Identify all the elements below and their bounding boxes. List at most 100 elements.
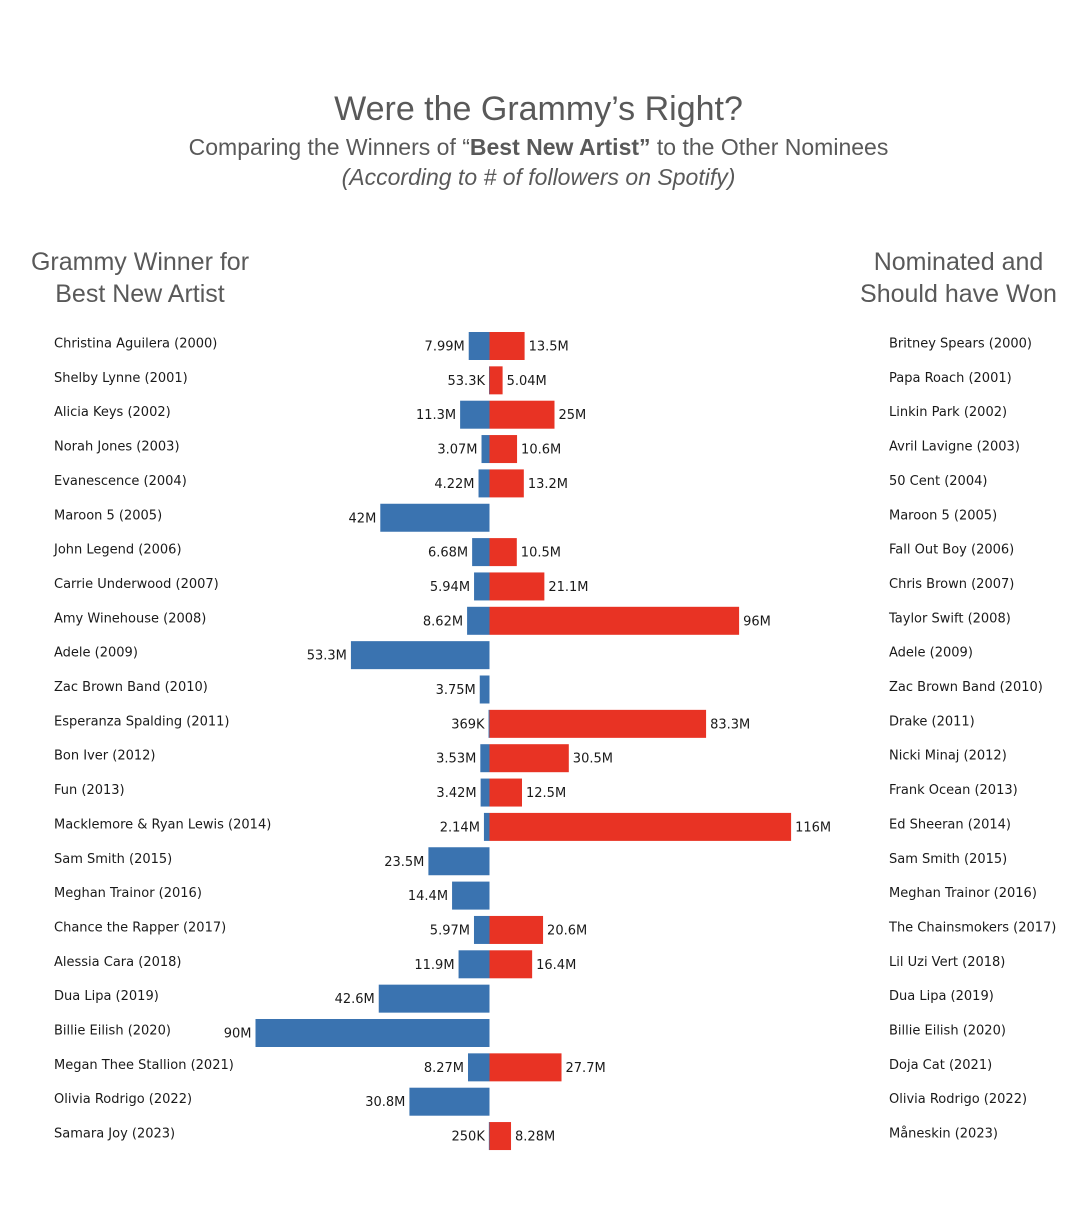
winner-name: Amy Winehouse (2008) — [54, 611, 206, 626]
subtitle-bold: Best New Artist” — [469, 134, 651, 160]
nominee-name: Meghan Trainor (2016) — [889, 886, 1037, 901]
nominee-name: Zac Brown Band (2010) — [889, 680, 1043, 695]
nominee-name: Dua Lipa (2019) — [889, 989, 994, 1004]
nominee-bar — [489, 332, 525, 360]
winner-value-label: 5.97M — [430, 923, 470, 938]
nominee-value-label: 5.04M — [507, 374, 547, 389]
winner-bar — [479, 675, 490, 704]
winner-value-label: 23.5M — [384, 855, 424, 870]
nominee-bar — [489, 950, 533, 979]
nominee-bar — [489, 366, 503, 395]
nominee-value-label: 83.3M — [710, 717, 750, 732]
winner-bar — [467, 1053, 490, 1082]
nominee-name: Avril Lavigne (2003) — [889, 440, 1020, 455]
winner-value-label: 42.6M — [335, 992, 375, 1007]
nominee-header-line-1: Nominated and — [873, 248, 1044, 276]
winner-name: Fun (2013) — [54, 783, 125, 798]
nominee-name: Nicki Minaj (2012) — [889, 749, 1007, 764]
winner-name: Chance the Rapper (2017) — [54, 920, 226, 935]
nominee-name: Frank Ocean (2013) — [889, 783, 1018, 798]
winner-value-label: 8.27M — [424, 1061, 464, 1076]
winner-name: Norah Jones (2003) — [54, 440, 180, 455]
nominee-value-label: 116M — [795, 820, 831, 835]
winner-name: Maroon 5 (2005) — [54, 508, 162, 523]
winner-name: Adele (2009) — [54, 646, 138, 661]
nominee-name: Doja Cat (2021) — [889, 1058, 992, 1073]
nominee-name: Fall Out Boy (2006) — [889, 543, 1014, 558]
winner-bar — [458, 950, 490, 979]
nominee-bar — [489, 572, 545, 601]
winner-name: Alicia Keys (2002) — [54, 405, 171, 420]
winner-bar — [409, 1087, 490, 1116]
winner-value-label: 5.94M — [430, 580, 470, 595]
nominee-value-label: 27.7M — [566, 1061, 606, 1076]
nominee-value-label: 25M — [559, 408, 587, 423]
winner-bar — [428, 847, 490, 876]
nominee-name: Sam Smith (2015) — [889, 852, 1007, 867]
winner-value-label: 369K — [451, 717, 485, 732]
winner-value-label: 4.22M — [434, 477, 474, 492]
winner-value-label: 3.42M — [436, 786, 476, 801]
winner-header-line-2: Best New Artist — [55, 280, 225, 308]
nominee-name: Olivia Rodrigo (2022) — [889, 1092, 1027, 1107]
winner-name: Olivia Rodrigo (2022) — [54, 1092, 192, 1107]
winner-value-label: 250K — [452, 1130, 486, 1145]
nominee-bar — [489, 435, 518, 464]
winner-value-label: 90M — [224, 1027, 252, 1042]
nominee-name: Linkin Park (2002) — [889, 405, 1007, 420]
winner-value-label: 14.4M — [408, 889, 448, 904]
nominee-bar — [489, 812, 792, 841]
winner-value-label: 53.3M — [307, 649, 347, 664]
winner-value-label: 6.68M — [428, 546, 468, 561]
subtitle-prefix: Comparing the Winners of “ — [188, 134, 470, 160]
winner-bar — [480, 778, 490, 807]
winner-column-header: Grammy Winner for Best New Artist — [10, 246, 270, 310]
winner-bar — [467, 606, 490, 635]
nominee-value-label: 13.2M — [528, 477, 568, 492]
winner-bar — [473, 915, 490, 944]
nominee-value-label: 21.1M — [548, 580, 588, 595]
winner-value-label: 11.3M — [416, 408, 456, 423]
nominee-value-label: 13.5M — [529, 340, 569, 355]
nominee-value-label: 12.5M — [526, 786, 566, 801]
nominee-bar — [489, 1122, 512, 1151]
winner-name: John Legend (2006) — [53, 543, 182, 558]
nominee-name: The Chainsmokers (2017) — [888, 920, 1056, 935]
winner-bar — [483, 812, 490, 841]
nominee-value-label: 16.4M — [536, 958, 576, 973]
nominee-bar — [489, 538, 517, 567]
nominee-name: 50 Cent (2004) — [889, 474, 987, 489]
nominee-name: Papa Roach (2001) — [889, 371, 1012, 386]
winner-value-label: 3.75M — [436, 683, 476, 698]
winner-header-line-1: Grammy Winner for — [30, 248, 250, 276]
subtitle-suffix: to the Other Nominees — [650, 134, 889, 160]
nominee-bar — [489, 469, 524, 498]
winner-bar — [488, 709, 490, 738]
nominee-name: Maroon 5 (2005) — [889, 508, 997, 523]
winner-bar — [350, 641, 490, 670]
nominee-name: Taylor Swift (2008) — [888, 611, 1011, 626]
nominee-header-line-2: Should have Won — [860, 280, 1057, 308]
nominee-bar — [489, 1053, 562, 1082]
winner-bar — [472, 538, 490, 567]
nominee-name: Ed Sheeran (2014) — [889, 817, 1011, 832]
winner-value-label: 7.99M — [425, 340, 465, 355]
winner-name: Evanescence (2004) — [54, 474, 187, 489]
winner-name: Shelby Lynne (2001) — [54, 371, 188, 386]
nominee-bar — [489, 744, 569, 773]
winner-bar — [380, 503, 490, 532]
winner-name: Christina Aguilera (2000) — [54, 337, 217, 352]
winner-bar — [481, 435, 490, 464]
nominee-value-label: 10.5M — [521, 546, 561, 561]
winner-bar — [480, 744, 490, 773]
nominee-bar — [489, 606, 740, 635]
chart-note: (According to # of followers on Spotify) — [341, 164, 736, 190]
winner-name: Alessia Cara (2018) — [54, 955, 181, 970]
winner-value-label: 3.07M — [437, 443, 477, 458]
nominee-bar — [489, 400, 555, 429]
chart-subtitle: Comparing the Winners of “Best New Artis… — [0, 132, 1077, 162]
nominee-bar — [489, 778, 522, 807]
nominee-name: Måneskin (2023) — [889, 1127, 998, 1142]
nominee-name: Britney Spears (2000) — [889, 337, 1032, 352]
